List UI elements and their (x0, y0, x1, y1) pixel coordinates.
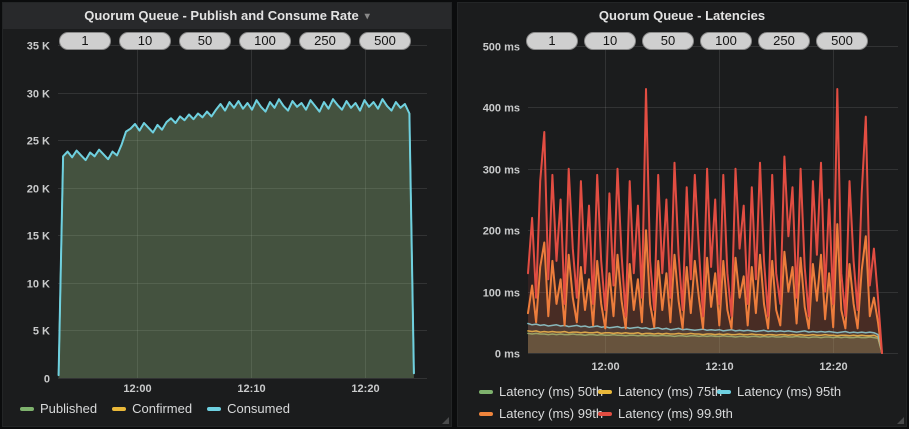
panel-header[interactable]: Quorum Queue - Latencies (458, 3, 906, 29)
legend-series-label: Latency (ms) 99.9th (618, 406, 733, 421)
size-annotation-pill-50[interactable]: 50 (179, 32, 231, 50)
legend-item[interactable]: Latency (ms) 75th (598, 384, 722, 399)
rate-chart-legend: Published Confirmed Consumed (20, 401, 290, 416)
size-annotation-pill-250[interactable]: 250 (299, 32, 351, 50)
panel-resize-handle[interactable] (897, 417, 904, 424)
svg-text:12:00: 12:00 (591, 361, 619, 373)
svg-text:20 K: 20 K (27, 184, 50, 196)
svg-text:200 ms: 200 ms (483, 226, 520, 238)
size-annotation-pill-1[interactable]: 1 (526, 32, 578, 50)
panel-header[interactable]: Quorum Queue - Publish and Consume Rate ▾ (3, 3, 451, 29)
svg-text:12:00: 12:00 (123, 383, 151, 395)
legend-series-marker (717, 390, 731, 394)
legend-item[interactable]: Latency (ms) 95th (717, 384, 841, 399)
svg-text:0 ms: 0 ms (495, 349, 520, 361)
size-annotation-pill-500[interactable]: 500 (816, 32, 868, 50)
svg-text:35 K: 35 K (27, 41, 50, 53)
svg-text:12:20: 12:20 (351, 383, 379, 395)
message-size-pills: 1 10 50 100 250 500 (3, 32, 451, 50)
panel-resize-handle[interactable] (442, 417, 449, 424)
legend-series-marker (598, 390, 612, 394)
size-annotation-pill-100[interactable]: 100 (239, 32, 291, 50)
legend-item[interactable]: Published (20, 401, 97, 416)
panel-latencies: Quorum Queue - Latencies 1 10 50 100 250 500 … (457, 2, 907, 427)
legend-item[interactable]: Latency (ms) 99.9th (598, 406, 733, 421)
svg-text:500 ms: 500 ms (483, 42, 520, 54)
legend-item[interactable]: Latency (ms) 50th (479, 384, 603, 399)
svg-text:100 ms: 100 ms (483, 288, 520, 300)
svg-text:12:10: 12:10 (705, 361, 733, 373)
size-annotation-pill-50[interactable]: 50 (642, 32, 694, 50)
svg-text:0: 0 (44, 374, 50, 386)
size-annotation-pill-10[interactable]: 10 (584, 32, 636, 50)
legend-series-label: Latency (ms) 95th (737, 384, 842, 399)
legend-series-label: Consumed (227, 401, 290, 416)
publish-consume-rate-chart: 0 5 K 10 K 15 K 20 K 25 K 30 K 35 K 12:00 12:10 12… (27, 41, 427, 395)
legend-series-marker (207, 407, 222, 411)
panel-publish-consume-rate: Quorum Queue - Publish and Consume Rate ▾… (2, 2, 452, 427)
svg-text:15 K: 15 K (27, 231, 50, 243)
legend-series-marker (20, 407, 34, 411)
legend-item[interactable]: Consumed (207, 401, 290, 416)
legend-item[interactable]: Confirmed (112, 401, 192, 416)
size-annotation-pill-500[interactable]: 500 (359, 32, 411, 50)
legend-series-label: Latency (ms) 50th (499, 384, 604, 399)
latencies-chart: 0 ms 100 ms 200 ms 300 ms 400 ms 500 ms 12:00 1… (483, 42, 898, 373)
svg-text:25 K: 25 K (27, 136, 50, 148)
legend-series-marker (479, 412, 493, 416)
svg-text:12:20: 12:20 (819, 361, 847, 373)
size-annotation-pill-1[interactable]: 1 (59, 32, 111, 50)
size-annotation-pill-10[interactable]: 10 (119, 32, 171, 50)
svg-text:400 ms: 400 ms (483, 103, 520, 115)
svg-text:300 ms: 300 ms (483, 165, 520, 177)
legend-series-label: Latency (ms) 75th (618, 384, 723, 399)
size-annotation-pill-250[interactable]: 250 (758, 32, 810, 50)
legend-series-marker (598, 412, 612, 416)
panel-title: Quorum Queue - Latencies (598, 8, 766, 23)
legend-series-label: Latency (ms) 99th (499, 406, 604, 421)
svg-text:10 K: 10 K (27, 279, 50, 291)
latency-chart-legend: Latency (ms) 50th Latency (ms) 75th Latenc… (479, 384, 869, 421)
legend-series-label: Confirmed (132, 401, 193, 416)
legend-item[interactable]: Latency (ms) 99th (479, 406, 603, 421)
panel-title: Quorum Queue - Publish and Consume Rate (84, 8, 359, 23)
panel-menu-caret-icon[interactable]: ▾ (364, 11, 370, 22)
size-annotation-pill-100[interactable]: 100 (700, 32, 752, 50)
svg-text:12:10: 12:10 (237, 383, 265, 395)
message-size-pills: 1 10 50 100 250 500 (458, 32, 906, 50)
legend-series-label: Published (40, 401, 98, 416)
legend-series-marker (112, 407, 127, 411)
svg-text:5 K: 5 K (33, 326, 50, 338)
svg-text:30 K: 30 K (27, 89, 50, 101)
legend-series-marker (479, 390, 493, 394)
